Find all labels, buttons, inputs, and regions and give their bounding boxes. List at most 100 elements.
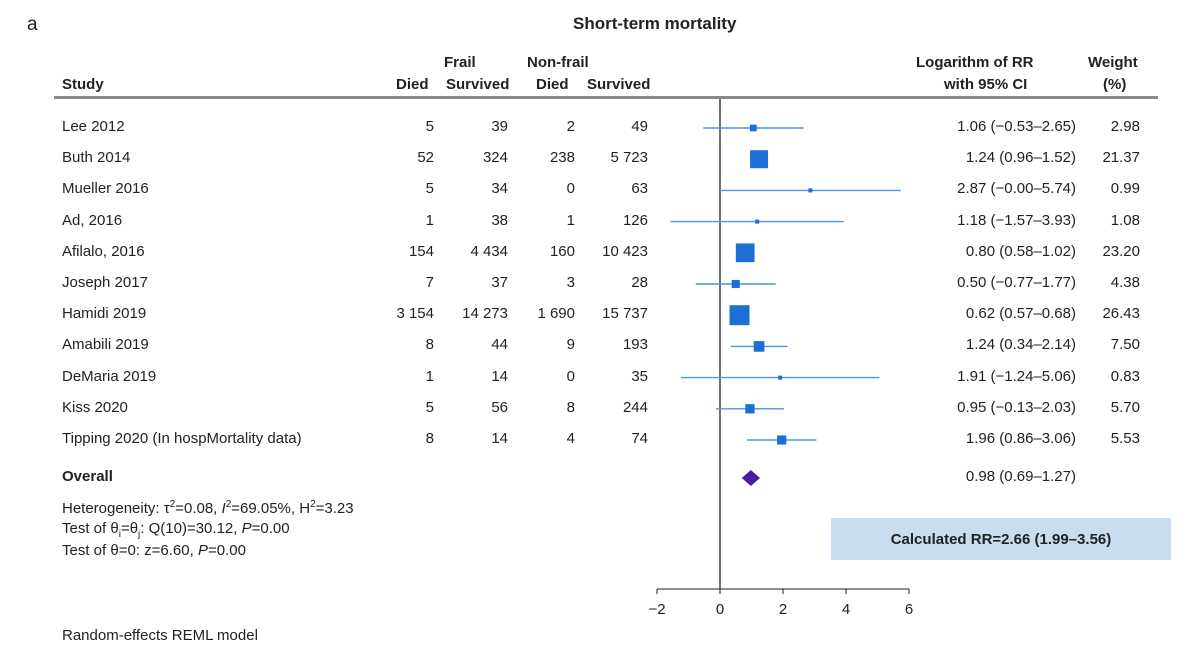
- frail-died-cell: 52: [417, 149, 434, 167]
- study-marker: [778, 375, 783, 380]
- weight-cell: 5.53: [1110, 430, 1140, 447]
- nonfrail-died-cell: 4: [566, 430, 575, 447]
- ci-text-cell: 0.95 (−0.13–2.03): [957, 398, 1076, 416]
- header-nonfrail-group: Non-frail: [527, 54, 589, 71]
- header-frail-group: Frail: [444, 54, 476, 71]
- header-nonfrail-survived: Survived: [587, 76, 651, 93]
- model-footnote: Random-effects REML model: [62, 627, 258, 644]
- frail-died-cell: 1: [425, 211, 434, 229]
- homogeneity-eq: =θ: [120, 520, 139, 537]
- heterogeneity-i: I: [221, 500, 226, 517]
- nonfrail-died-cell: 0: [566, 180, 575, 198]
- ci-text-cell: 1.91 (−1.24–5.06): [957, 367, 1076, 385]
- frail-survived-cell: 14: [491, 430, 508, 447]
- study-marker: [808, 188, 813, 193]
- ci-text-cell: 1.24 (0.34–2.14): [965, 336, 1076, 354]
- header-rule: [54, 96, 1158, 99]
- heterogeneity-tau: =0.08,: [175, 500, 222, 517]
- study-marker: [750, 150, 769, 169]
- theta-sub-j: j: [138, 529, 141, 540]
- ci-text-cell: 2.87 (−0.00–5.74): [957, 180, 1076, 198]
- heterogeneity-i-value: =69.05%, H: [231, 500, 311, 517]
- frail-died-cell: 3 154: [396, 305, 434, 323]
- study-name: Joseph 2017: [62, 274, 148, 291]
- frail-survived-cell: 37: [491, 274, 508, 291]
- nonfrail-died-cell: 0: [566, 367, 575, 385]
- overall-ci-text: 0.98 (0.69–1.27): [965, 468, 1076, 485]
- study-marker: [750, 124, 757, 132]
- nonfrail-survived-cell: 10 423: [602, 242, 648, 260]
- study-marker: [755, 219, 760, 224]
- ci-text-cell: 1.24 (0.96–1.52): [965, 149, 1076, 167]
- nonfrail-survived-cell: 35: [631, 367, 648, 385]
- header-nonfrail-died: Died: [536, 76, 569, 93]
- h-exponent: 2: [310, 499, 316, 510]
- weight-cell: 5.70: [1110, 398, 1140, 416]
- ci-text-cell: 0.80 (0.58–1.02): [965, 242, 1076, 260]
- header-frail-survived: Survived: [446, 76, 510, 93]
- nonfrail-died-cell: 3: [566, 274, 575, 291]
- effect-test-p-value: =0.00: [207, 542, 246, 559]
- frail-survived-cell: 44: [491, 336, 508, 354]
- homogeneity-stat: : Q(10)=30.12,: [140, 520, 242, 537]
- nonfrail-survived-cell: 244: [622, 398, 648, 416]
- panel-letter: a: [27, 14, 38, 35]
- homogeneity-test-line: Test of θi=θj: Q(10)=30.12, P=0.00: [62, 520, 290, 540]
- weight-cell: 0.99: [1110, 180, 1140, 198]
- nonfrail-died-cell: 238: [549, 149, 575, 167]
- frail-died-cell: 5: [425, 118, 434, 135]
- nonfrail-died-cell: 1 690: [537, 305, 575, 323]
- study-name: Amabili 2019: [62, 336, 149, 354]
- homogeneity-p: P: [241, 520, 252, 537]
- frail-survived-cell: 14 273: [462, 305, 508, 323]
- study-marker: [745, 404, 755, 414]
- effect-test-prefix: Test of θ=0: z=6.60,: [62, 542, 198, 559]
- nonfrail-died-cell: 1: [566, 211, 575, 229]
- study-name: Hamidi 2019: [62, 305, 147, 323]
- study-marker: [735, 243, 755, 263]
- study-name: Tipping 2020 (In hospMortality data): [62, 430, 302, 447]
- ci-text-cell: 1.96 (0.86–3.06): [965, 430, 1076, 447]
- x-tick-label: 2: [779, 601, 787, 618]
- x-tick-label: 4: [842, 601, 850, 618]
- weight-cell: 0.83: [1110, 367, 1140, 385]
- nonfrail-survived-cell: 28: [631, 274, 648, 291]
- header-frail-died: Died: [396, 76, 429, 93]
- header-weight-line2: (%): [1103, 76, 1127, 93]
- weight-cell: 2.98: [1110, 118, 1140, 135]
- nonfrail-survived-cell: 63: [631, 180, 648, 198]
- frail-survived-cell: 4 434: [470, 242, 508, 260]
- nonfrail-died-cell: 160: [549, 242, 575, 260]
- header-estimate-line2: with 95% CI: [944, 76, 1028, 93]
- study-name: Buth 2014: [62, 149, 131, 167]
- study-marker: [729, 305, 750, 326]
- heterogeneity-h-value: =3.23: [315, 500, 354, 517]
- heterogeneity-prefix: Heterogeneity: τ: [62, 500, 170, 517]
- frail-survived-cell: 34: [491, 180, 508, 198]
- weight-cell: 23.20: [1102, 242, 1140, 260]
- nonfrail-survived-cell: 74: [631, 430, 648, 447]
- nonfrail-survived-cell: 49: [631, 118, 648, 135]
- heterogeneity-line: Heterogeneity: τ2=0.08, I2=69.05%, H2=3.…: [62, 499, 354, 517]
- study-name: Mueller 2016: [62, 180, 149, 198]
- nonfrail-survived-cell: 126: [622, 211, 648, 229]
- frail-died-cell: 8: [425, 430, 434, 447]
- nonfrail-died-cell: 2: [566, 118, 575, 135]
- ci-text-cell: 1.18 (−1.57–3.93): [957, 211, 1076, 229]
- study-name: Afilalo, 2016: [62, 242, 145, 260]
- study-marker: [777, 435, 787, 445]
- weight-cell: 1.08: [1110, 211, 1140, 229]
- nonfrail-died-cell: 8: [566, 398, 575, 416]
- ci-text-cell: 1.06 (−0.53–2.65): [957, 118, 1076, 135]
- study-marker: [731, 279, 740, 289]
- overall-label: Overall: [62, 468, 113, 485]
- homogeneity-p-value: =0.00: [251, 520, 290, 537]
- x-tick-label: 0: [716, 601, 724, 618]
- tau-exponent: 2: [169, 499, 176, 510]
- frail-died-cell: 1: [425, 367, 434, 385]
- nonfrail-died-cell: 9: [566, 336, 575, 354]
- study-name: Kiss 2020: [62, 398, 128, 416]
- homogeneity-prefix: Test of θ: [62, 520, 119, 537]
- frail-survived-cell: 324: [482, 149, 508, 167]
